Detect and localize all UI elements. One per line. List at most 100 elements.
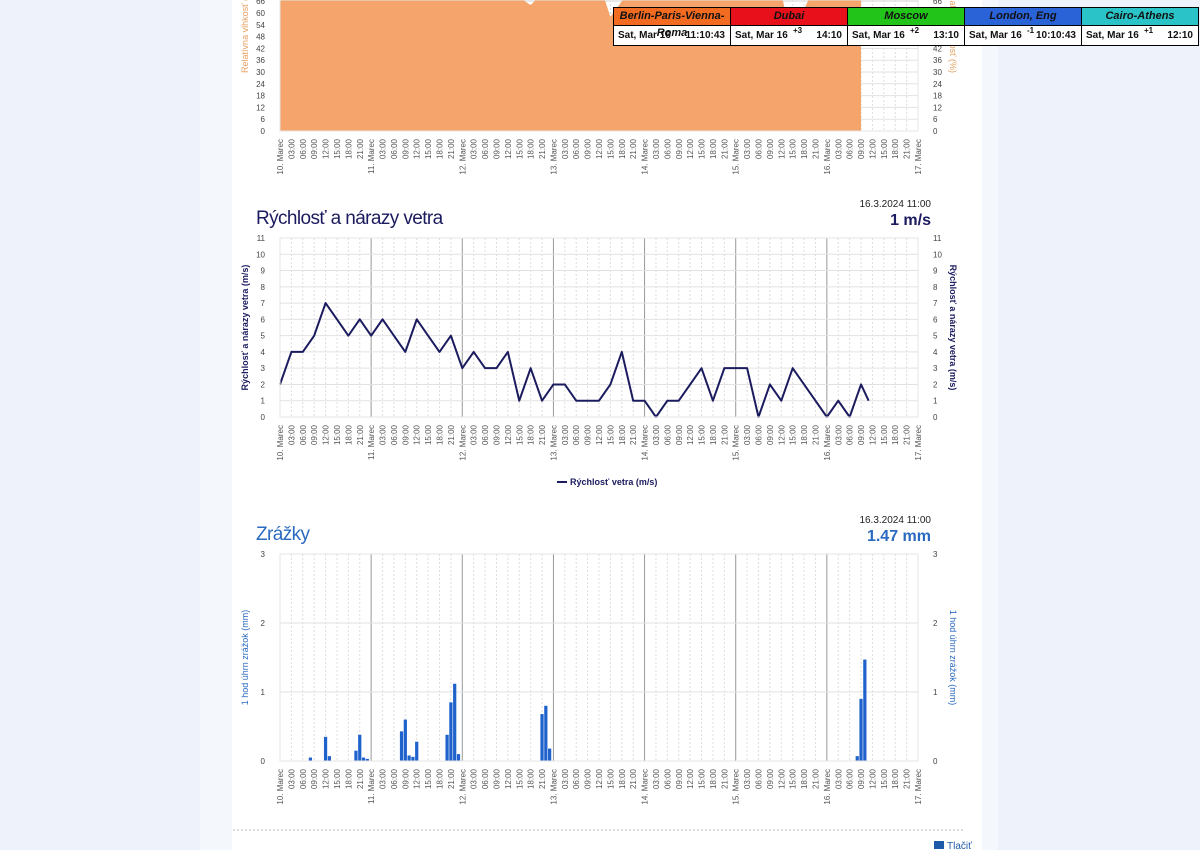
bar [859, 698, 863, 761]
x-tick-label: 21:00 [447, 138, 456, 159]
x-tick-label: 03:00 [652, 424, 661, 445]
bar [308, 757, 312, 761]
y-tick-label: 3 [261, 364, 266, 373]
y-tick-label: 30 [256, 68, 265, 77]
y-tick-label: 24 [256, 80, 265, 89]
clock-city: London, Eng [965, 8, 1081, 26]
x-tick-label: 12:00 [777, 424, 786, 445]
x-tick-label: 06:00 [390, 424, 399, 445]
x-tick-label: 03:00 [561, 768, 570, 789]
x-tick-label: 06:00 [846, 424, 855, 445]
x-tick-label: 03:00 [743, 768, 752, 789]
x-tick-label: 21:00 [538, 768, 547, 789]
x-tick-label: 15:00 [880, 424, 889, 445]
y-axis-label: Rýchlosť a nárazy vetra (m/s) [240, 265, 250, 391]
x-tick-label: 21:00 [356, 768, 365, 789]
clock-date: Sat, Mar 16 [618, 30, 671, 41]
x-tick-label: 15:00 [698, 138, 707, 159]
clock-row: Sat, Mar 16 +2 13:10 [848, 26, 964, 45]
x-tick-label: 03:00 [561, 138, 570, 159]
x-tick-label: 12:00 [595, 424, 604, 445]
x-tick-label: 06:00 [663, 138, 672, 159]
chart: 10. Marec 03:00 06:00 09:00 12:00 15:00 18:00 2… [240, 199, 958, 487]
x-tick-label: 09:00 [401, 424, 410, 445]
x-tick-label: 06:00 [663, 424, 672, 445]
x-tick-label: 14. Marec [641, 425, 650, 461]
x-tick-label: 06:00 [755, 138, 764, 159]
bar [855, 756, 859, 761]
print-icon[interactable] [934, 841, 944, 849]
y-tick-label: 8 [261, 283, 266, 292]
x-tick-label: 21:00 [538, 138, 547, 159]
x-tick-label: 09:00 [492, 768, 501, 789]
y-tick-label: 18 [256, 92, 265, 101]
x-tick-label: 12. Marec [458, 425, 467, 461]
x-tick-label: 15:00 [789, 138, 798, 159]
x-tick-label: 21:00 [447, 768, 456, 789]
world-clock: Berlin-Paris-Vienna-Roma Sat, Mar 16 11:10… [613, 7, 1199, 46]
x-tick-label: 21:00 [811, 768, 820, 789]
x-tick-label: 21:00 [720, 424, 729, 445]
x-tick-label: 18:00 [800, 138, 809, 159]
x-tick-label: 03:00 [743, 138, 752, 159]
y-tick-label: 9 [261, 267, 266, 276]
x-tick-label: 09:00 [857, 138, 866, 159]
x-tick-label: 12:00 [504, 138, 513, 159]
clock-time: 13:10 [933, 30, 959, 41]
bar [354, 750, 358, 761]
bar [863, 659, 867, 761]
x-tick-label: 03:00 [561, 424, 570, 445]
x-tick-label: 09:00 [310, 138, 319, 159]
x-tick-label: 11. Marec [367, 769, 376, 804]
y2-tick-label: 12 [933, 103, 942, 112]
clock-column: Moscow Sat, Mar 16 +2 13:10 [848, 8, 965, 45]
x-tick-label: 21:00 [811, 138, 820, 159]
x-tick-label: 15:00 [789, 424, 798, 445]
x-tick-label: 03:00 [287, 768, 296, 789]
x-tick-label: 15:00 [424, 138, 433, 159]
x-tick-label: 12:00 [413, 768, 422, 789]
x-tick-label: 18:00 [527, 138, 536, 159]
print-link[interactable]: Tlačiť [947, 841, 972, 850]
current-value: 1 m/s [890, 212, 931, 229]
x-tick-label: 03:00 [470, 138, 479, 159]
x-tick-label: 21:00 [629, 424, 638, 445]
y-tick-label: 12 [256, 103, 265, 112]
x-tick-label: 21:00 [811, 424, 820, 445]
x-tick-label: 09:00 [857, 424, 866, 445]
x-tick-label: 06:00 [846, 138, 855, 159]
x-tick-label: 18:00 [527, 424, 536, 445]
x-tick-label: 18:00 [891, 424, 900, 445]
x-tick-label: 06:00 [390, 768, 399, 789]
y-tick-label: 11 [257, 234, 266, 243]
y-tick-label: 3 [261, 550, 266, 559]
clock-column: Dubai Sat, Mar 16 +3 14:10 [731, 8, 848, 45]
x-tick-label: 18:00 [344, 768, 353, 789]
clock-date: Sat, Mar 16 [1086, 30, 1139, 41]
x-tick-label: 15. Marec [732, 769, 741, 805]
x-tick-label: 15. Marec [732, 425, 741, 461]
y2-tick-label: 0 [933, 757, 938, 766]
x-tick-label: 15:00 [880, 138, 889, 159]
bar [399, 731, 404, 761]
y2-tick-label: 6 [933, 115, 938, 124]
clock-time: 11:10:43 [685, 30, 725, 41]
x-tick-label: 18:00 [618, 424, 627, 445]
clock-column: London, Eng Sat, Mar 16 -1 10:10:43 [965, 8, 1082, 45]
bar [445, 734, 449, 761]
clock-date: Sat, Mar 16 [852, 30, 905, 41]
clock-date: Sat, Mar 16 [969, 30, 1022, 41]
x-tick-label: 03:00 [470, 768, 479, 789]
x-tick-label: 12:00 [777, 768, 786, 789]
x-tick-label: 03:00 [379, 768, 388, 789]
x-tick-label: 03:00 [287, 138, 296, 159]
y-tick-label: 60 [256, 9, 265, 18]
x-tick-label: 12:00 [504, 768, 513, 789]
x-tick-label: 18:00 [344, 138, 353, 159]
y-tick-label: 1 [261, 688, 266, 697]
x-tick-label: 18:00 [436, 768, 445, 789]
x-tick-label: 21:00 [903, 138, 912, 159]
x-tick-label: 09:00 [401, 768, 410, 789]
x-tick-label: 09:00 [310, 424, 319, 445]
